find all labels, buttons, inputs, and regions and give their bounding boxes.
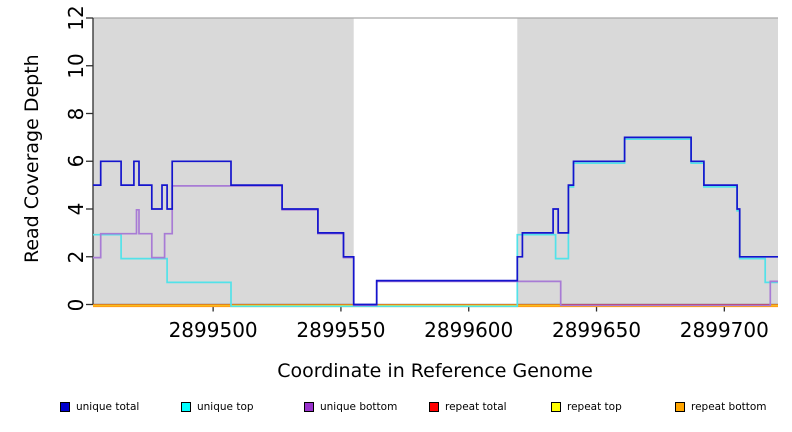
legend-label: repeat bottom	[691, 401, 767, 413]
legend-swatch-unique-total	[60, 402, 70, 412]
legend-label: repeat total	[445, 401, 507, 413]
legend-label: unique total	[76, 401, 140, 413]
y-tick-label: 8	[64, 107, 88, 120]
y-tick-label: 12	[64, 5, 88, 31]
x-tick-label: 2899600	[424, 318, 514, 342]
legend-swatch-repeat-total	[429, 402, 439, 412]
legend-label: unique bottom	[320, 401, 398, 413]
legend-item-unique-total: unique total	[60, 399, 139, 415]
legend-label: repeat top	[567, 401, 622, 413]
legend-swatch-unique-bottom	[304, 402, 314, 412]
series-line-unique-total	[93, 136, 778, 306]
legend-item-unique-top: unique top	[181, 399, 254, 415]
legend-item-unique-bottom: unique bottom	[304, 399, 397, 415]
shaded-region-right	[517, 18, 778, 305]
x-tick-label: 2899650	[551, 318, 642, 342]
legend-swatch-repeat-bottom	[675, 402, 685, 412]
x-tick-label: 2899500	[168, 318, 258, 342]
y-tick-label: 4	[64, 202, 88, 216]
legend-item-repeat-total: repeat total	[429, 399, 507, 415]
x-axis-title: Coordinate in Reference Genome	[277, 360, 593, 382]
y-axis-title: Read Coverage Depth	[21, 54, 43, 263]
legend-item-repeat-bottom: repeat bottom	[675, 399, 767, 415]
legend-item-repeat-top: repeat top	[551, 399, 622, 415]
legend-swatch-unique-top	[181, 402, 191, 412]
legend-label: unique top	[197, 401, 254, 413]
x-tick-label: 2899700	[679, 318, 769, 342]
legend-swatch-repeat-top	[551, 402, 561, 412]
x-tick-label: 2899550	[296, 318, 386, 342]
y-tick-label: 2	[64, 250, 88, 264]
y-tick-label: 10	[64, 53, 88, 79]
y-tick-label: 0	[64, 298, 88, 311]
y-tick-label: 6	[64, 154, 88, 168]
